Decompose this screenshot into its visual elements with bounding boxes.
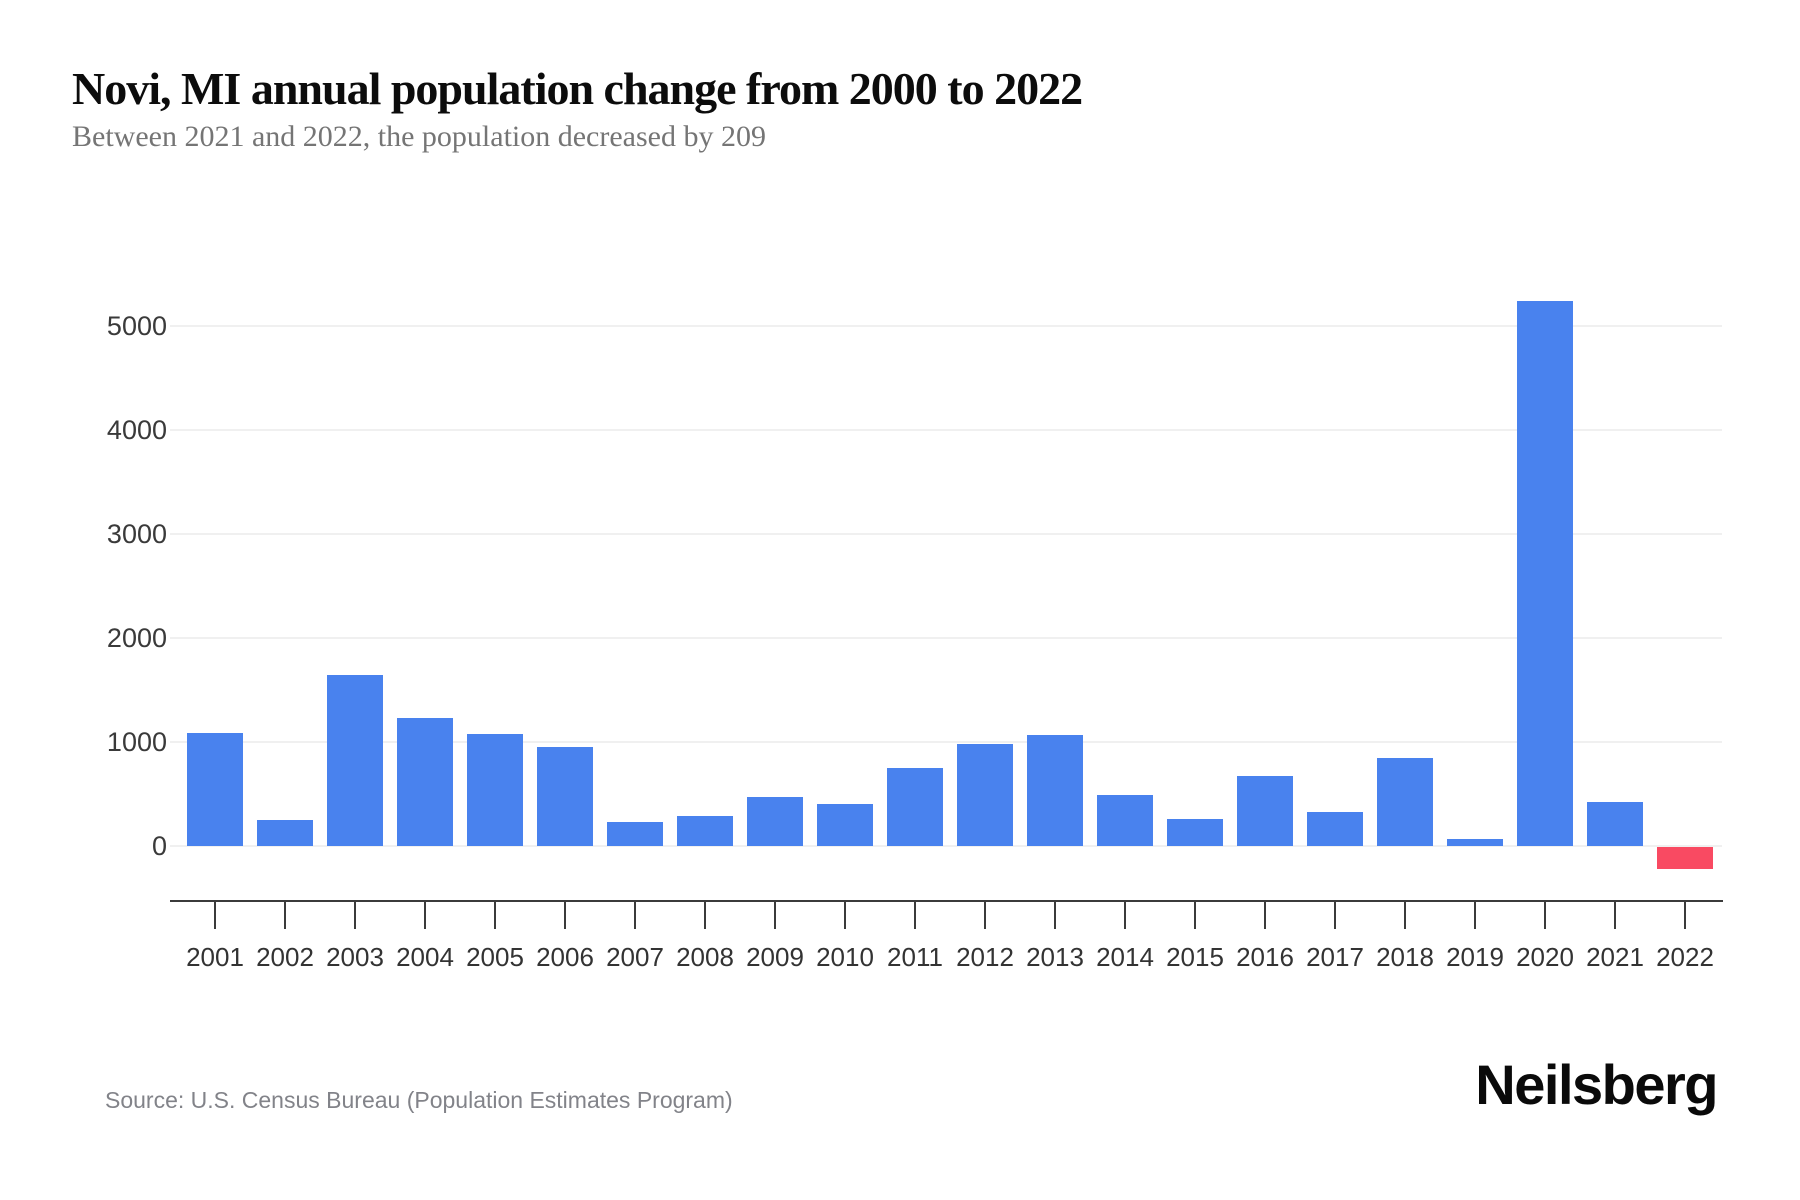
chart-title: Novi, MI annual population change from 2… (72, 63, 1083, 114)
gridline-4000 (170, 429, 1722, 431)
x-axis-label-2005: 2005 (466, 942, 524, 972)
bar-2021 (1587, 802, 1643, 846)
x-axis-label-2020: 2020 (1516, 942, 1574, 972)
gridline-0 (170, 845, 1722, 847)
x-axis-label-2009: 2009 (746, 942, 804, 972)
bar-2011 (887, 768, 943, 846)
x-tick-2017 (1334, 902, 1336, 929)
bar-2001 (187, 732, 243, 846)
bar-2014 (1097, 795, 1153, 846)
neilsberg-logo: Neilsberg (1475, 1053, 1718, 1116)
x-tick-2011 (914, 902, 916, 929)
x-axis-label-2001: 2001 (186, 942, 244, 972)
x-tick-2013 (1054, 902, 1056, 929)
x-tick-2002 (284, 902, 286, 929)
x-tick-2003 (354, 902, 356, 929)
bar-2010 (817, 804, 873, 846)
bar-2007 (607, 822, 663, 846)
x-tick-2007 (634, 902, 636, 929)
x-axis-label-2010: 2010 (816, 942, 874, 972)
x-tick-2016 (1264, 902, 1266, 929)
bar-2016 (1237, 776, 1293, 846)
x-tick-2006 (564, 902, 566, 929)
bar-2013 (1027, 734, 1083, 846)
y-axis-label-5000: 5000 (106, 310, 167, 341)
chart-subtitle: Between 2021 and 2022, the population de… (72, 120, 766, 153)
source-attribution: Source: U.S. Census Bureau (Population E… (105, 1087, 733, 1113)
y-axis-label-4000: 4000 (106, 414, 167, 445)
x-tick-2019 (1474, 902, 1476, 929)
bar-2004 (397, 718, 453, 846)
y-axis-label-3000: 3000 (106, 518, 167, 549)
x-axis-label-2015: 2015 (1166, 942, 1224, 972)
x-tick-2020 (1544, 902, 1546, 929)
x-tick-2018 (1404, 902, 1406, 929)
gridline-5000 (170, 325, 1722, 327)
x-axis-label-2008: 2008 (676, 942, 734, 972)
bar-2002 (257, 820, 313, 846)
bar-2020 (1517, 301, 1573, 846)
x-tick-2004 (424, 902, 426, 929)
gridline-3000 (170, 533, 1722, 535)
x-tick-2001 (214, 902, 216, 929)
x-tick-2014 (1124, 902, 1126, 929)
bar-2015 (1167, 818, 1223, 846)
y-axis-label-1000: 1000 (106, 726, 167, 757)
bar-2019 (1447, 838, 1503, 846)
x-axis-label-2007: 2007 (606, 942, 664, 972)
x-tick-2005 (494, 902, 496, 929)
x-tick-2009 (774, 902, 776, 929)
bar-2018 (1377, 757, 1433, 846)
x-axis-line (170, 900, 1723, 902)
bar-2009 (747, 797, 803, 846)
x-tick-2022 (1684, 902, 1686, 929)
y-axis-label-2000: 2000 (106, 622, 167, 653)
x-tick-2008 (704, 902, 706, 929)
x-axis-label-2018: 2018 (1376, 942, 1434, 972)
x-tick-2010 (844, 902, 846, 929)
x-tick-2021 (1614, 902, 1616, 929)
x-axis-label-2002: 2002 (256, 942, 314, 972)
x-tick-2015 (1194, 902, 1196, 929)
bar-2012 (957, 744, 1013, 846)
gridline-2000 (170, 637, 1722, 639)
x-axis-label-2006: 2006 (536, 942, 594, 972)
bar-2005 (467, 733, 523, 846)
bar-2006 (537, 747, 593, 846)
x-axis-label-2019: 2019 (1446, 942, 1504, 972)
x-axis-label-2003: 2003 (326, 942, 384, 972)
x-axis-label-2012: 2012 (956, 942, 1014, 972)
x-axis-label-2017: 2017 (1306, 942, 1364, 972)
x-tick-2012 (984, 902, 986, 929)
bar-2008 (677, 815, 733, 846)
x-axis-label-2022: 2022 (1656, 942, 1714, 972)
x-axis-label-2016: 2016 (1236, 942, 1294, 972)
bar-2022 (1657, 847, 1713, 869)
x-axis-label-2014: 2014 (1096, 942, 1154, 972)
x-axis-label-2004: 2004 (396, 942, 454, 972)
x-axis-label-2021: 2021 (1586, 942, 1644, 972)
x-axis-label-2013: 2013 (1026, 942, 1084, 972)
y-axis-label-0: 0 (151, 830, 167, 861)
x-axis-label-2011: 2011 (887, 942, 943, 972)
gridline-1000 (170, 741, 1722, 743)
bar-2003 (327, 675, 383, 846)
bar-2017 (1307, 811, 1363, 846)
